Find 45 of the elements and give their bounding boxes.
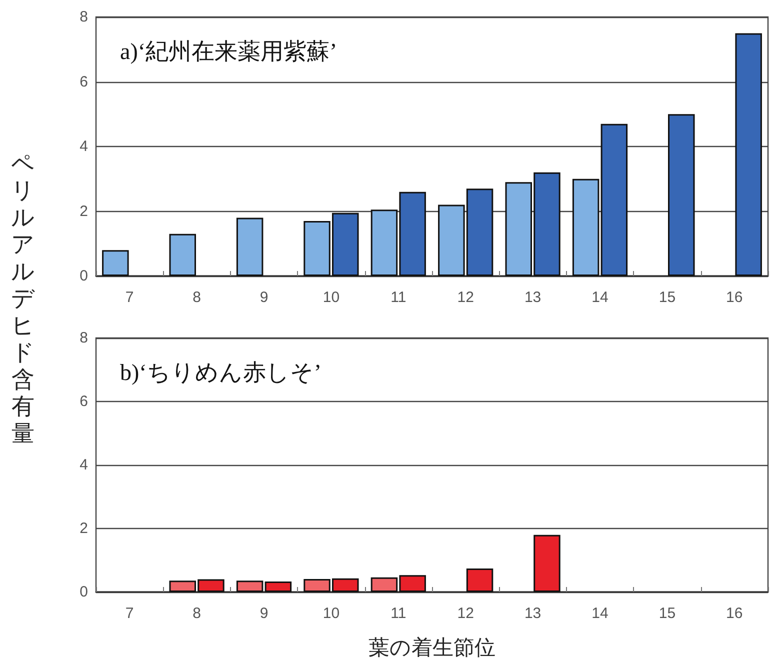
y-tick-label: 8 bbox=[80, 330, 88, 346]
x-axis-title: 葉の着生節位 bbox=[368, 636, 496, 660]
text: b)‘ちりめん赤しそ’ bbox=[120, 360, 322, 385]
bar bbox=[534, 534, 560, 592]
bar bbox=[169, 234, 196, 276]
bar bbox=[236, 580, 264, 592]
x-tick-label: 16 bbox=[726, 605, 743, 622]
x-tick-label: 10 bbox=[322, 605, 340, 622]
y-tick-label: 6 bbox=[80, 393, 88, 410]
x-tick-label: 16 bbox=[726, 289, 743, 306]
text: ペリルアルデヒド含有量 bbox=[11, 151, 35, 446]
x-tick-label: 13 bbox=[524, 605, 542, 622]
x-tick-label: 9 bbox=[260, 289, 268, 306]
y-tick-label: 8 bbox=[80, 8, 88, 26]
x-tick-label: 7 bbox=[125, 605, 134, 622]
x-tick-label: 9 bbox=[260, 605, 268, 622]
x-tick-label: 12 bbox=[457, 605, 474, 622]
bar bbox=[264, 582, 292, 592]
bar bbox=[735, 33, 762, 276]
y-tick-label: 0 bbox=[80, 268, 88, 284]
x-tick-label: 10 bbox=[322, 289, 340, 306]
x-tick-label: 11 bbox=[390, 289, 406, 306]
bar bbox=[236, 218, 264, 276]
y-tick-label: 0 bbox=[80, 584, 88, 600]
x-tick-label: 13 bbox=[524, 289, 542, 306]
bar bbox=[668, 114, 695, 276]
x-tick-label: 8 bbox=[192, 289, 201, 306]
y-tick-label: 6 bbox=[80, 73, 88, 90]
bar bbox=[600, 124, 628, 276]
y-tick-label: 2 bbox=[80, 520, 88, 537]
x-tick-label: 12 bbox=[457, 289, 474, 306]
y-tick-label: 4 bbox=[80, 456, 88, 474]
x-tick-label: 14 bbox=[592, 289, 608, 306]
text: a)‘紀州在来薬用紫蘇’ bbox=[120, 39, 338, 64]
bar bbox=[102, 250, 129, 276]
x-tick-label: 14 bbox=[592, 605, 608, 622]
x-tick-label: 7 bbox=[125, 289, 134, 306]
x-tick-label: 8 bbox=[192, 605, 201, 622]
x-tick-label: 11 bbox=[390, 605, 406, 622]
x-tick-label: 15 bbox=[658, 289, 676, 306]
x-tick-label: 15 bbox=[658, 605, 676, 622]
bar bbox=[466, 568, 494, 592]
y-tick-label: 4 bbox=[80, 138, 88, 155]
bar bbox=[572, 178, 600, 276]
y-tick-label: 2 bbox=[80, 202, 88, 220]
